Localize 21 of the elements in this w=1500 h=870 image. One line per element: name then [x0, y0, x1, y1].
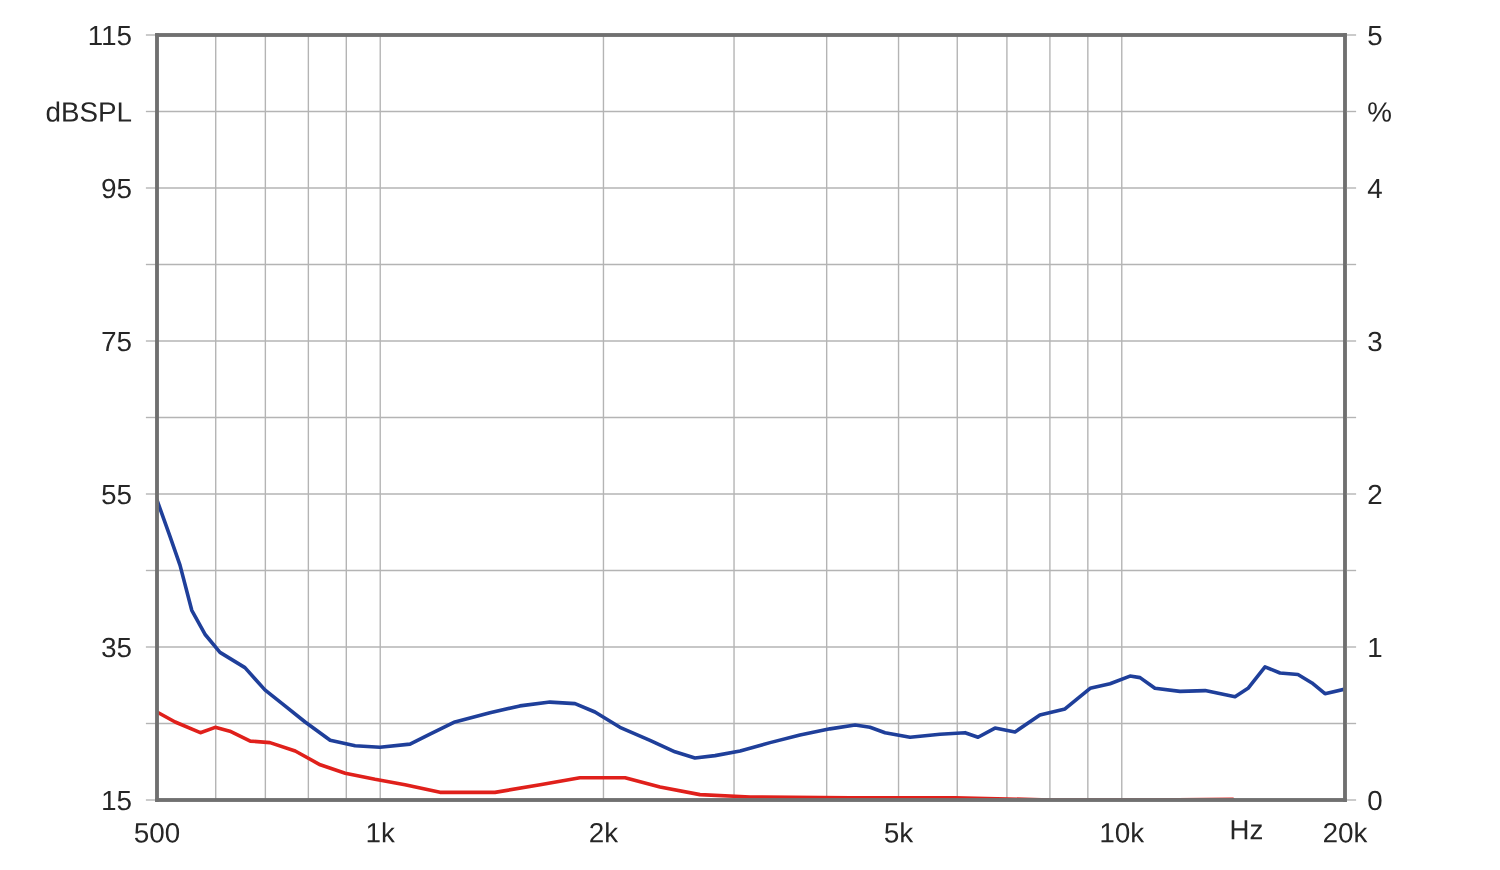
x-tick-label: 500 — [134, 822, 180, 843]
x-tick-label: 20k — [1324, 822, 1368, 843]
y2-tick-label: 5 — [1368, 25, 1382, 46]
x-tick-label: 2k — [590, 822, 619, 843]
y-tick-label: 35 — [102, 637, 131, 658]
y-tick-label: 15 — [103, 790, 131, 811]
x-tick-label: 10k — [1101, 822, 1145, 843]
y2-tick-label: 1 — [1369, 637, 1382, 658]
y2-tick-label: 3 — [1368, 331, 1382, 352]
x-axis-title: Hz — [1231, 820, 1262, 840]
y2-tick-label: 4 — [1367, 178, 1382, 199]
y-tick-label: dBSPL — [46, 101, 132, 122]
y2-tick-label: 0 — [1368, 790, 1382, 811]
y-tick-label: 75 — [102, 331, 131, 352]
y-tick-label: 55 — [102, 484, 131, 505]
y2-tick-label: % — [1368, 102, 1391, 122]
y-tick-label: 95 — [102, 178, 131, 199]
y-tick-label: 115 — [89, 25, 131, 46]
y2-tick-label: 2 — [1368, 484, 1382, 505]
x-tick-label: 1k — [367, 822, 395, 843]
x-tick-label: 5k — [884, 822, 914, 843]
